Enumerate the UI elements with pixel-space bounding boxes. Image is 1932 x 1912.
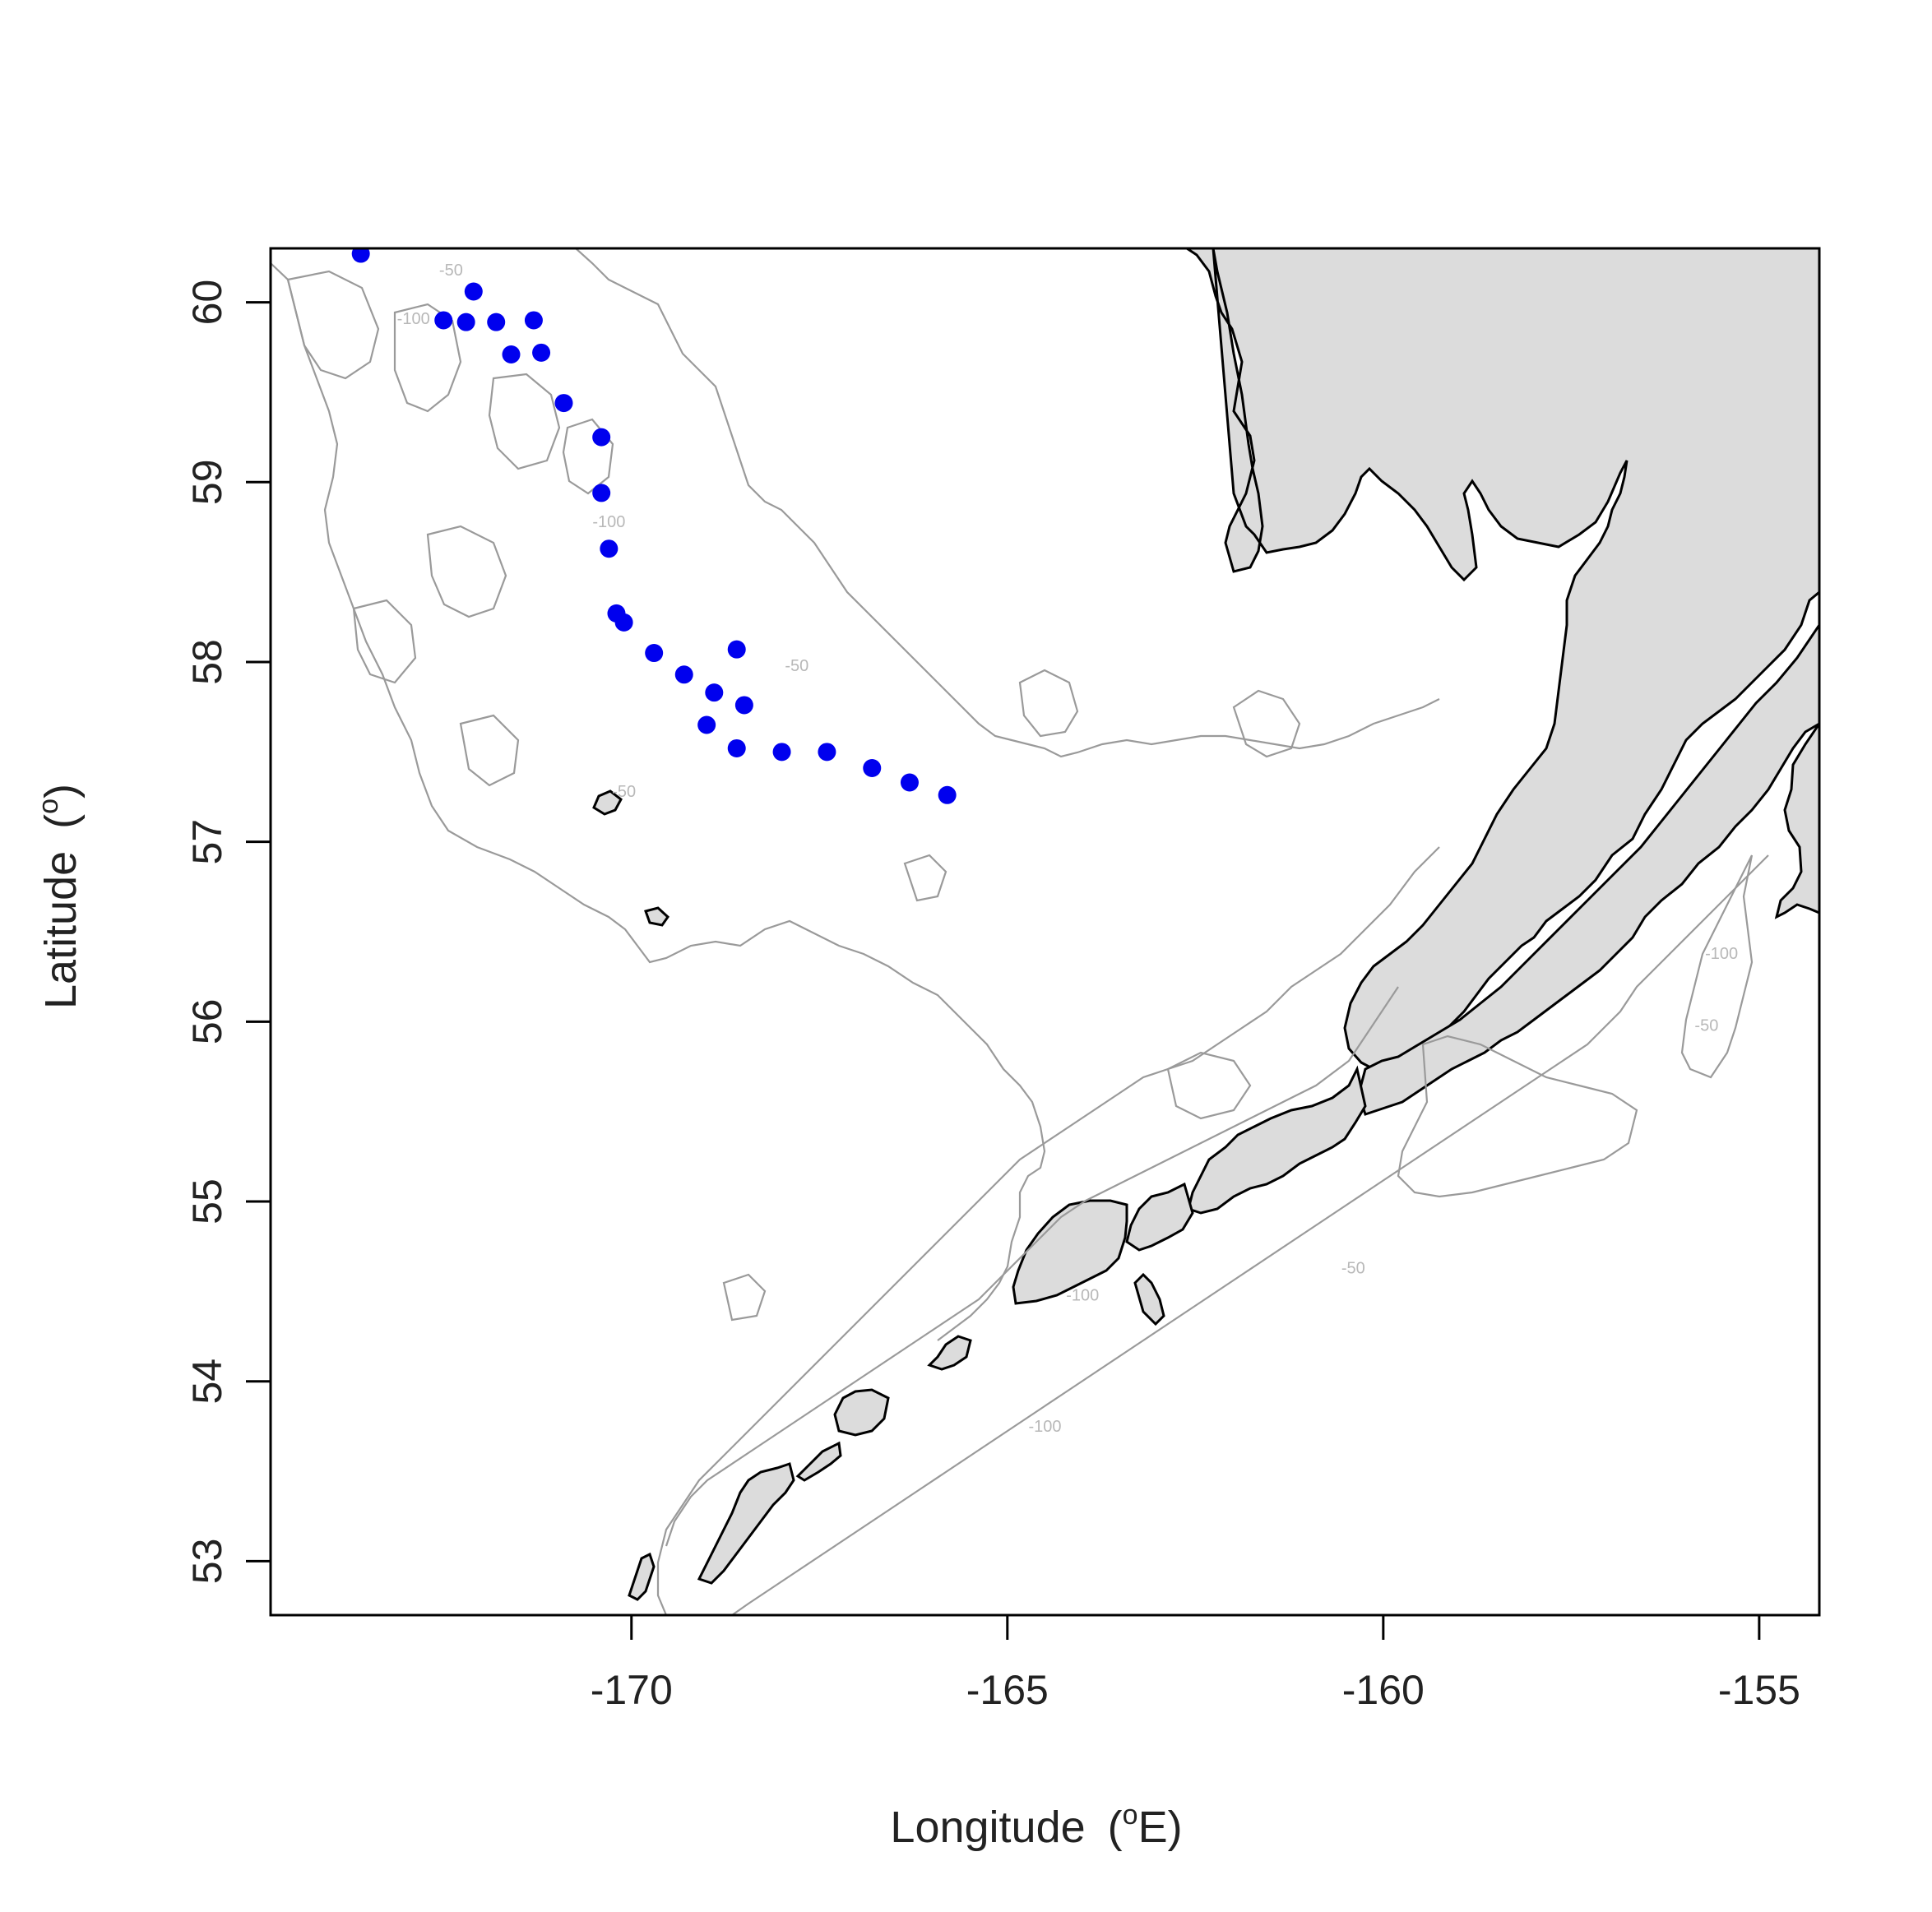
y-axis: 53 54 55 56 57 58 59 60 xyxy=(184,280,271,1584)
station-point xyxy=(705,683,724,702)
contour-labels: -50 -100 -100 -50 -50 -100 -100 -50 -100 -50 xyxy=(397,262,1739,1436)
contour-label: -50 xyxy=(612,783,636,801)
contour-bristol-patch xyxy=(1166,1051,1252,1120)
contour-aleutian-outer xyxy=(656,846,1440,1615)
station-point xyxy=(592,428,611,447)
station-point xyxy=(532,343,551,362)
station-point xyxy=(351,248,370,263)
land-alaska-peninsula xyxy=(1357,623,1819,1116)
land-kodiak xyxy=(1774,721,1819,919)
contour-mid-patch-3 xyxy=(903,854,947,902)
y-tick-label: 57 xyxy=(184,819,230,865)
land-island-5 xyxy=(833,1388,890,1437)
contour-label: -50 xyxy=(785,657,808,675)
station-point xyxy=(727,738,746,757)
station-point xyxy=(592,484,611,502)
contour-aleutian-south-1 xyxy=(731,854,1769,1615)
station-point xyxy=(464,282,483,301)
y-tick-label: 53 xyxy=(184,1539,230,1585)
y-axis-title: Latitude (o) xyxy=(33,784,86,1009)
land-pribilof-2 xyxy=(644,906,669,927)
contour-label: -100 xyxy=(1705,945,1738,963)
station-point xyxy=(456,312,475,331)
contour-label: -100 xyxy=(397,310,430,328)
x-axis-title: Longitude (oE) xyxy=(890,1799,1182,1852)
land-unimak xyxy=(1187,1065,1367,1215)
station-point xyxy=(727,640,746,659)
station-point xyxy=(502,345,521,364)
station-point xyxy=(487,312,506,331)
station-point xyxy=(554,394,573,413)
station-points xyxy=(351,248,957,804)
y-tick-label: 58 xyxy=(184,639,230,685)
land-island-9 xyxy=(628,1552,656,1601)
station-point xyxy=(645,644,664,663)
land-island-8 xyxy=(927,1335,972,1371)
plot-frame xyxy=(269,247,1821,1617)
contour-aleutian-south-2 xyxy=(665,986,1399,1547)
station-point xyxy=(863,758,882,777)
x-tick-label: -170 xyxy=(591,1667,673,1713)
station-point xyxy=(434,311,453,330)
x-tick-label: -165 xyxy=(966,1667,1049,1713)
y-tick-label: 56 xyxy=(184,999,230,1045)
bathymetry-contours xyxy=(271,248,1769,1615)
contour-west-patch-2 xyxy=(393,303,462,413)
contour-west-patch-1 xyxy=(286,270,380,380)
contour-mid-patch-4 xyxy=(722,1273,767,1322)
station-point xyxy=(818,743,836,762)
contour-west-patch-3 xyxy=(488,373,561,470)
contour-mid-patch-1 xyxy=(1232,689,1301,758)
y-tick-label: 60 xyxy=(184,280,230,326)
x-tick-label: -160 xyxy=(1342,1667,1425,1713)
land-alaska-mainland xyxy=(1038,248,1819,1071)
y-tick-label: 55 xyxy=(184,1178,230,1225)
map-area: -50 -100 -100 -50 -50 -100 -100 -50 -100 -50 xyxy=(271,248,1819,1615)
land-island-4 xyxy=(1133,1272,1165,1326)
station-point xyxy=(524,311,543,330)
station-point xyxy=(938,785,957,804)
land-unalaska xyxy=(1125,1182,1194,1252)
x-axis: -170 -165 -160 -155 xyxy=(591,1615,1800,1713)
contour-shelf-50 xyxy=(575,248,1440,758)
contour-label: -100 xyxy=(1028,1418,1061,1436)
contour-label: -50 xyxy=(1341,1260,1365,1278)
station-point xyxy=(614,613,633,632)
station-point xyxy=(900,773,919,792)
station-point xyxy=(734,696,753,715)
contour-shelf-100 xyxy=(271,262,1046,1341)
land-island-6 xyxy=(697,1462,795,1585)
contour-west-patch-4 xyxy=(426,525,507,618)
contour-mid-patch-2 xyxy=(1018,669,1079,738)
contour-kodiak-shelf xyxy=(1680,854,1754,1079)
contour-label: -50 xyxy=(439,262,463,280)
station-point xyxy=(674,665,693,684)
station-point xyxy=(697,715,716,734)
station-point xyxy=(600,539,619,558)
land-umnak xyxy=(1012,1199,1128,1305)
contour-west-patch-7 xyxy=(459,714,520,787)
contour-label: -100 xyxy=(592,513,625,531)
land-island-7 xyxy=(795,1441,842,1482)
contour-west-patch-6 xyxy=(352,599,417,684)
y-tick-label: 59 xyxy=(184,459,230,505)
land-pribilof-1 xyxy=(592,789,623,816)
contour-label: -100 xyxy=(1066,1286,1099,1304)
station-point xyxy=(772,743,791,762)
contour-label: -50 xyxy=(1694,1016,1718,1035)
x-tick-label: -155 xyxy=(1718,1667,1800,1713)
contour-shumagin xyxy=(1397,1035,1638,1198)
y-tick-label: 54 xyxy=(184,1359,230,1405)
